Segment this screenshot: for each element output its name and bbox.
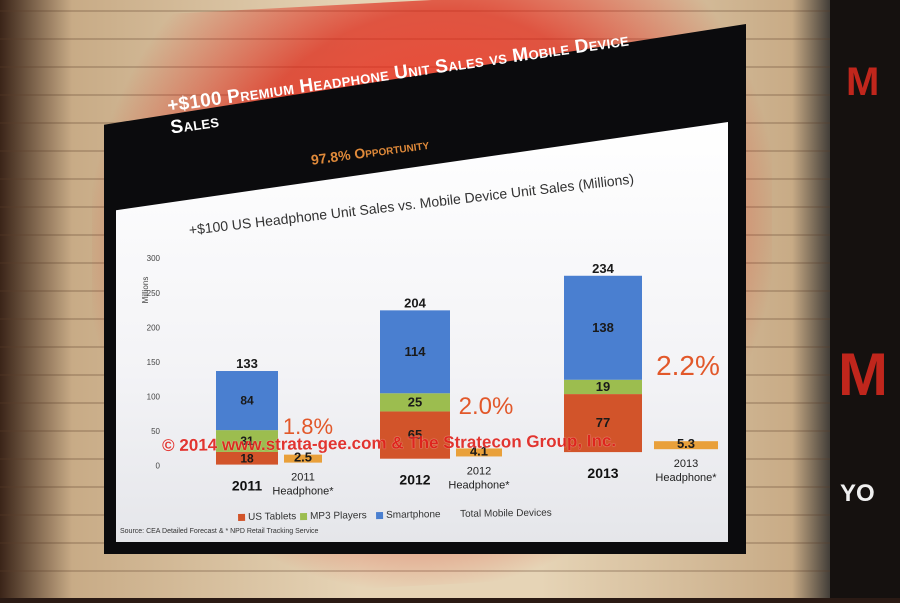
- bar-headphone: [654, 441, 718, 450]
- segment-value-label: 25: [408, 394, 422, 409]
- segment-value-label: 77: [596, 415, 610, 430]
- opportunity-percent: 1.8%: [283, 414, 333, 439]
- opportunity-percent: 2.0%: [459, 393, 514, 420]
- legend-swatch-tablets: [238, 513, 246, 521]
- segment-value-label: 31: [240, 434, 254, 448]
- category-label: 2012: [399, 472, 430, 488]
- headphone-category-line1: 2012: [467, 465, 491, 477]
- legend-item-mp3: MP3 Players: [300, 510, 367, 522]
- brand-big-letter: M: [838, 341, 888, 408]
- y-tick-label: 200: [147, 323, 161, 332]
- y-tick-label: 250: [147, 289, 161, 298]
- legend-item-total: Total Mobile Devices: [460, 508, 552, 520]
- segment-value-label: 114: [405, 344, 427, 359]
- segment-value-label: 65: [408, 427, 422, 442]
- bar-headphone: [456, 448, 502, 457]
- bar-smartphone: [380, 310, 450, 394]
- y-tick-label: 300: [147, 254, 161, 263]
- bar-smartphone: [216, 371, 278, 431]
- y-axis-label: Millions: [141, 277, 150, 304]
- headphone-category-line2: Headphone*: [272, 486, 334, 498]
- headphone-value-label: 5.3: [677, 436, 695, 451]
- legend-swatch-mp3: [300, 512, 308, 520]
- y-tick-label: 100: [147, 393, 161, 402]
- total-value-label: 204: [404, 295, 426, 310]
- source-note: Source: CEA Detailed Forecast & * NPD Re…: [120, 528, 319, 535]
- legend-swatch-smartphone: [376, 511, 384, 519]
- legend-item-tablets: US Tablets: [238, 511, 296, 523]
- bar-mp3-players: [564, 379, 642, 395]
- y-tick-label: 0: [156, 462, 161, 471]
- headphone-category-line2: Headphone*: [448, 479, 510, 491]
- segment-value-label: 18: [240, 451, 254, 465]
- headphone-category-line1: 2011: [291, 472, 315, 484]
- opportunity-percent: 2.2%: [656, 350, 720, 381]
- brand-bottom-text: YO: [840, 480, 875, 507]
- bar-smartphone: [564, 275, 642, 380]
- category-label: 2013: [587, 465, 618, 481]
- brand-pillar: M M YO: [830, 0, 900, 598]
- legend-label: Smartphone: [385, 509, 441, 521]
- legend-label: Total Mobile Devices: [459, 507, 552, 520]
- headphone-value-label: 2.5: [294, 450, 312, 465]
- bar-mp3-players: [216, 430, 278, 452]
- headphone-category-line2: Headphone*: [655, 472, 717, 484]
- legend-label: US Tablets: [247, 511, 297, 523]
- bar-us-tablets: [216, 451, 278, 465]
- y-tick-label: 150: [147, 358, 161, 367]
- segment-value-label: 138: [592, 320, 614, 335]
- bar-us-tablets: [564, 394, 642, 453]
- legend-item-smartphone: Smartphone: [376, 509, 441, 521]
- headphone-logo-icon: M: [846, 60, 880, 104]
- total-value-label: 133: [236, 356, 258, 371]
- bar-mp3-players: [380, 393, 450, 412]
- total-value-label: 234: [592, 261, 614, 276]
- headphone-category-line1: 2013: [674, 458, 698, 470]
- segment-value-label: 19: [596, 379, 610, 394]
- bar-headphone: [284, 454, 322, 463]
- bar-us-tablets: [380, 411, 450, 459]
- headphone-value-label: 4.1: [470, 443, 488, 458]
- category-label: 2011: [232, 478, 263, 494]
- y-tick-label: 50: [151, 427, 160, 436]
- legend-label: MP3 Players: [309, 510, 367, 522]
- segment-value-label: 84: [240, 394, 254, 408]
